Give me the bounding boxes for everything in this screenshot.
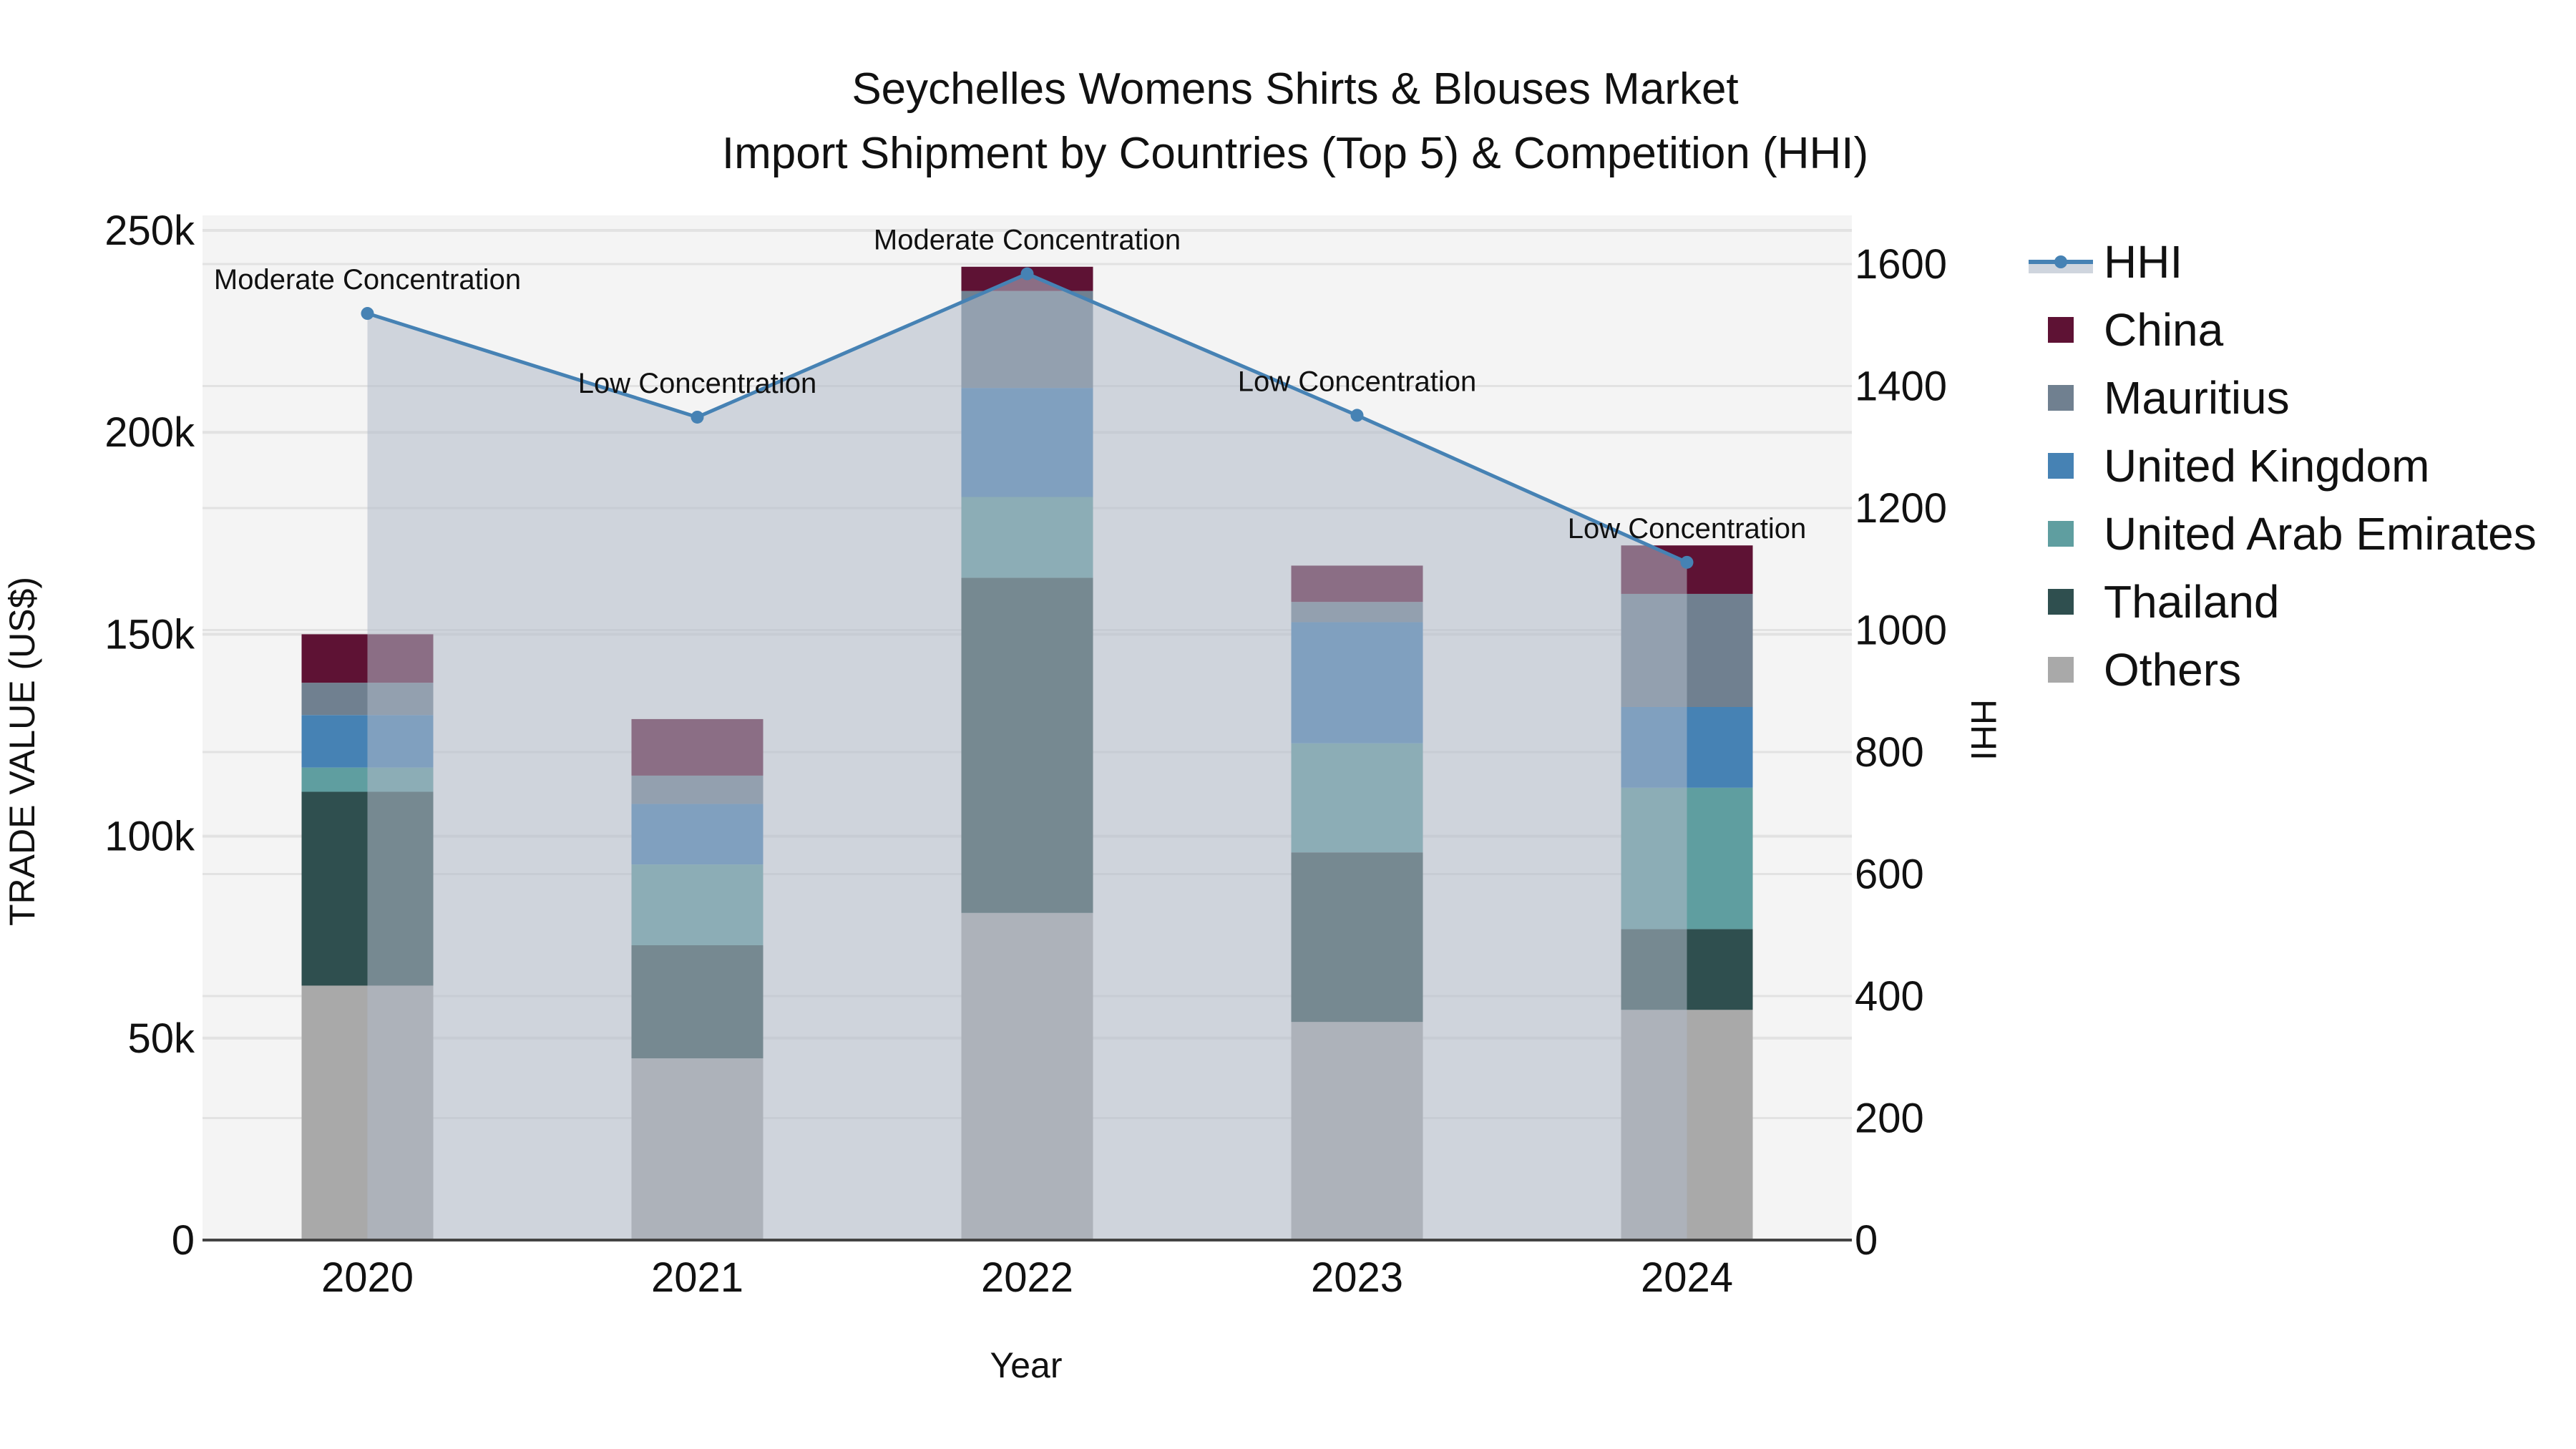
legend-item-thailand[interactable]: Thailand	[2104, 576, 2280, 628]
legend: HHI China Mauritius United Kingdom United Ar…	[2029, 236, 2537, 696]
hhi-point[interactable]	[691, 410, 704, 424]
y-right-tick: 800	[1855, 729, 1924, 776]
y-left-ticks: 0 50k 100k 150k 200k 250k	[104, 208, 195, 1264]
x-tick: 2020	[321, 1254, 414, 1301]
hhi-annotation: Moderate Concentration	[874, 225, 1181, 256]
y-left-axis-label: TRADE VALUE (US$)	[2, 577, 42, 926]
y-right-tick: 0	[1855, 1217, 1878, 1264]
y-right-tick: 1200	[1855, 485, 1947, 532]
legend-item-china[interactable]: China	[2104, 304, 2224, 356]
hhi-annotation: Low Concentration	[578, 368, 817, 399]
y-left-tick: 250k	[104, 208, 195, 254]
hhi-point[interactable]	[1350, 409, 1364, 422]
x-axis-label: Year	[990, 1345, 1062, 1385]
y-right-axis-label: HHI	[1963, 699, 2004, 761]
legend-item-others[interactable]: Others	[2104, 644, 2241, 696]
hhi-annotation: Low Concentration	[1568, 513, 1807, 545]
y-right-tick: 1600	[1855, 241, 1947, 288]
legend-item-hhi[interactable]: HHI	[2104, 236, 2182, 288]
y-right-tick: 600	[1855, 852, 1924, 898]
x-tick: 2024	[1641, 1254, 1733, 1301]
y-left-tick: 50k	[127, 1015, 195, 1062]
chart-title-line2: Import Shipment by Countries (Top 5) & C…	[722, 129, 1868, 178]
y-left-tick: 150k	[104, 611, 195, 658]
y-left-tick: 200k	[104, 409, 195, 456]
hhi-annotation: Low Concentration	[1238, 366, 1477, 397]
hhi-point[interactable]	[361, 307, 374, 321]
x-tick: 2021	[651, 1254, 743, 1301]
y-left-tick: 100k	[104, 814, 195, 860]
hhi-point[interactable]	[1020, 267, 1034, 280]
hhi-line: Moderate Concentration Low Concentration M…	[214, 225, 1806, 569]
y-right-tick: 200	[1855, 1096, 1924, 1142]
chart-title-line1: Seychelles Womens Shirts & Blouses Marke…	[852, 64, 1738, 114]
legend-swatch	[2048, 453, 2074, 479]
y-right-tick: 1400	[1855, 364, 1947, 410]
y-left-tick: 0	[172, 1217, 195, 1264]
x-tick: 2022	[981, 1254, 1073, 1301]
legend-item-united-kingdom[interactable]: United Kingdom	[2104, 440, 2429, 492]
legend-swatch	[2048, 589, 2074, 615]
legend-item-mauritius[interactable]: Mauritius	[2104, 372, 2290, 424]
legend-swatch	[2048, 657, 2074, 683]
legend-swatch	[2048, 521, 2074, 547]
hhi-annotation: Moderate Concentration	[214, 264, 521, 296]
y-right-tick: 400	[1855, 973, 1924, 1020]
legend-swatch	[2048, 317, 2074, 343]
legend-item-united-arab-emirates[interactable]: United Arab Emirates	[2104, 508, 2537, 560]
y-right-ticks: 0 200 400 600 800 1000 1200 1400 1600	[1855, 241, 1947, 1264]
legend-swatch	[2048, 385, 2074, 411]
y-right-tick: 1000	[1855, 608, 1947, 654]
x-ticks: 2020 2021 2022 2023 2024	[321, 1254, 1733, 1301]
hhi-point[interactable]	[1680, 555, 1694, 569]
hhi-area	[367, 273, 1687, 1240]
x-tick: 2023	[1311, 1254, 1403, 1301]
